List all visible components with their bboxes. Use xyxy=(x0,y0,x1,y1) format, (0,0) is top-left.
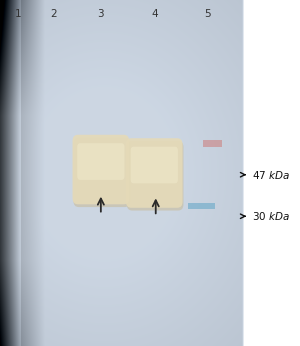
FancyBboxPatch shape xyxy=(74,137,130,207)
Text: $\mathit{47\ kDa}$: $\mathit{47\ kDa}$ xyxy=(252,169,290,181)
FancyBboxPatch shape xyxy=(127,141,184,210)
Bar xyxy=(188,203,215,209)
Text: $\mathit{30\ kDa}$: $\mathit{30\ kDa}$ xyxy=(252,210,290,222)
FancyBboxPatch shape xyxy=(126,138,183,208)
Bar xyxy=(203,140,223,147)
Text: 4: 4 xyxy=(151,9,158,19)
Text: 3: 3 xyxy=(98,9,104,19)
FancyBboxPatch shape xyxy=(131,147,178,183)
FancyBboxPatch shape xyxy=(77,143,124,180)
Text: 2: 2 xyxy=(50,9,57,19)
Text: 1: 1 xyxy=(14,9,21,19)
FancyBboxPatch shape xyxy=(73,135,129,204)
Text: 5: 5 xyxy=(204,9,211,19)
